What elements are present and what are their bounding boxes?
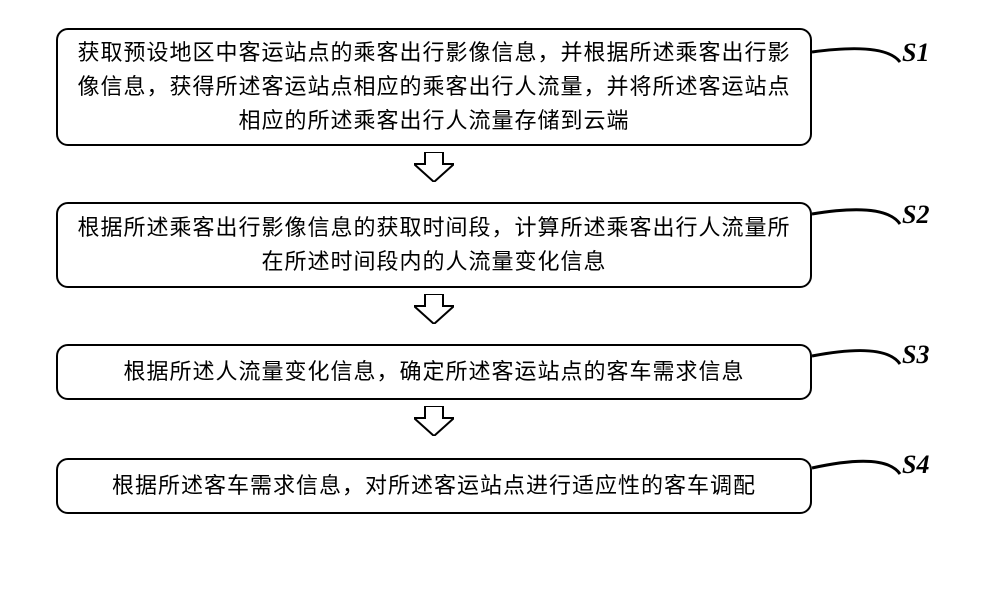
flowchart-canvas: 获取预设地区中客运站点的乘客出行影像信息，并根据所述乘客出行影像信息，获得所述客… — [0, 0, 1000, 600]
flow-connector-s1 — [808, 38, 904, 66]
flow-arrow-1 — [414, 152, 454, 182]
flow-step-s4: 根据所述客车需求信息，对所述客运站点进行适应性的客车调配 — [56, 458, 812, 514]
flow-step-s3-text: 根据所述人流量变化信息，确定所述客运站点的客车需求信息 — [123, 355, 744, 389]
flow-label-s2: S2 — [902, 200, 929, 230]
flow-label-s4: S4 — [902, 450, 929, 480]
flow-step-s2-text: 根据所述乘客出行影像信息的获取时间段，计算所述乘客出行人流量所在所述时间段内的人… — [76, 211, 792, 279]
flow-connector-s2 — [808, 198, 904, 228]
flow-step-s1: 获取预设地区中客运站点的乘客出行影像信息，并根据所述乘客出行影像信息，获得所述客… — [56, 28, 812, 146]
flow-step-s3: 根据所述人流量变化信息，确定所述客运站点的客车需求信息 — [56, 344, 812, 400]
flow-label-s1: S1 — [902, 38, 929, 68]
flow-connector-s4 — [808, 448, 904, 478]
flow-arrow-3 — [414, 406, 454, 436]
flow-step-s1-text: 获取预设地区中客运站点的乘客出行影像信息，并根据所述乘客出行影像信息，获得所述客… — [76, 36, 792, 138]
flow-arrow-2 — [414, 294, 454, 324]
flow-step-s2: 根据所述乘客出行影像信息的获取时间段，计算所述乘客出行人流量所在所述时间段内的人… — [56, 202, 812, 288]
flow-step-s4-text: 根据所述客车需求信息，对所述客运站点进行适应性的客车调配 — [112, 469, 756, 503]
flow-connector-s3 — [808, 338, 904, 368]
flow-label-s3: S3 — [902, 340, 929, 370]
